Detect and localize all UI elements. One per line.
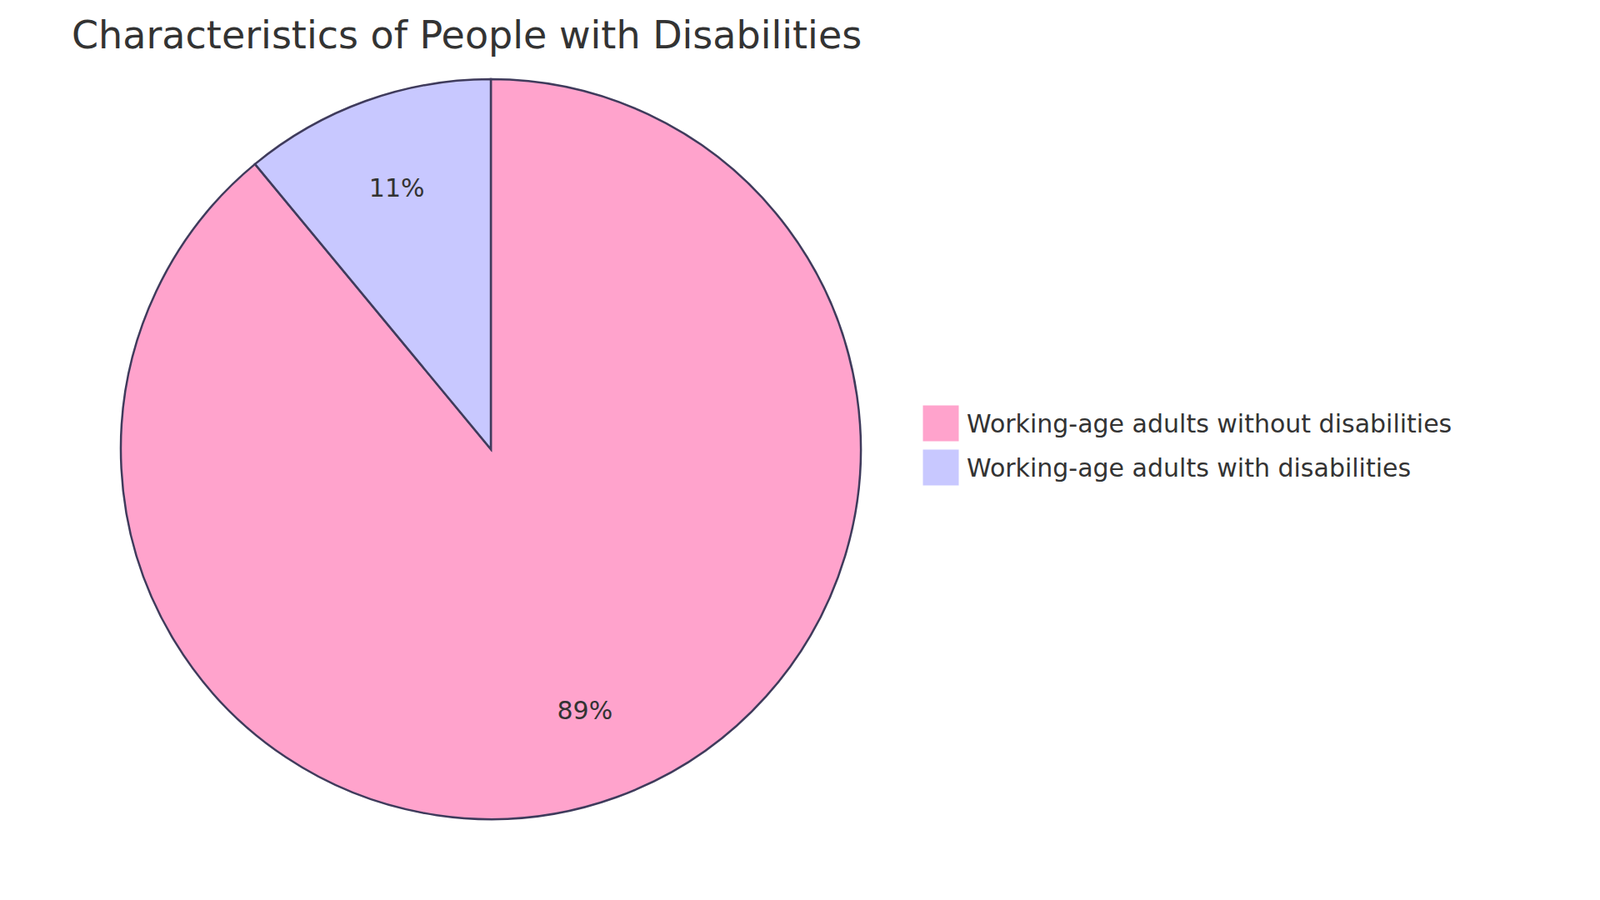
legend: Working-age adults without disabilities W…	[922, 405, 1452, 486]
legend-swatch	[922, 449, 960, 486]
title: Characteristics of People with Disabilit…	[71, 12, 862, 58]
pie-slice	[120, 79, 861, 820]
slices	[120, 79, 861, 820]
data-label: 89%	[556, 695, 613, 725]
data-label: 11%	[369, 173, 425, 203]
legend-label: Working-age adults with disabilities	[966, 453, 1411, 483]
chart: Characteristics of People with Disabilit…	[0, 0, 1600, 900]
legend-swatch	[922, 405, 960, 442]
legend-label: Working-age adults without disabilities	[966, 409, 1452, 439]
pie-slice	[255, 79, 491, 450]
